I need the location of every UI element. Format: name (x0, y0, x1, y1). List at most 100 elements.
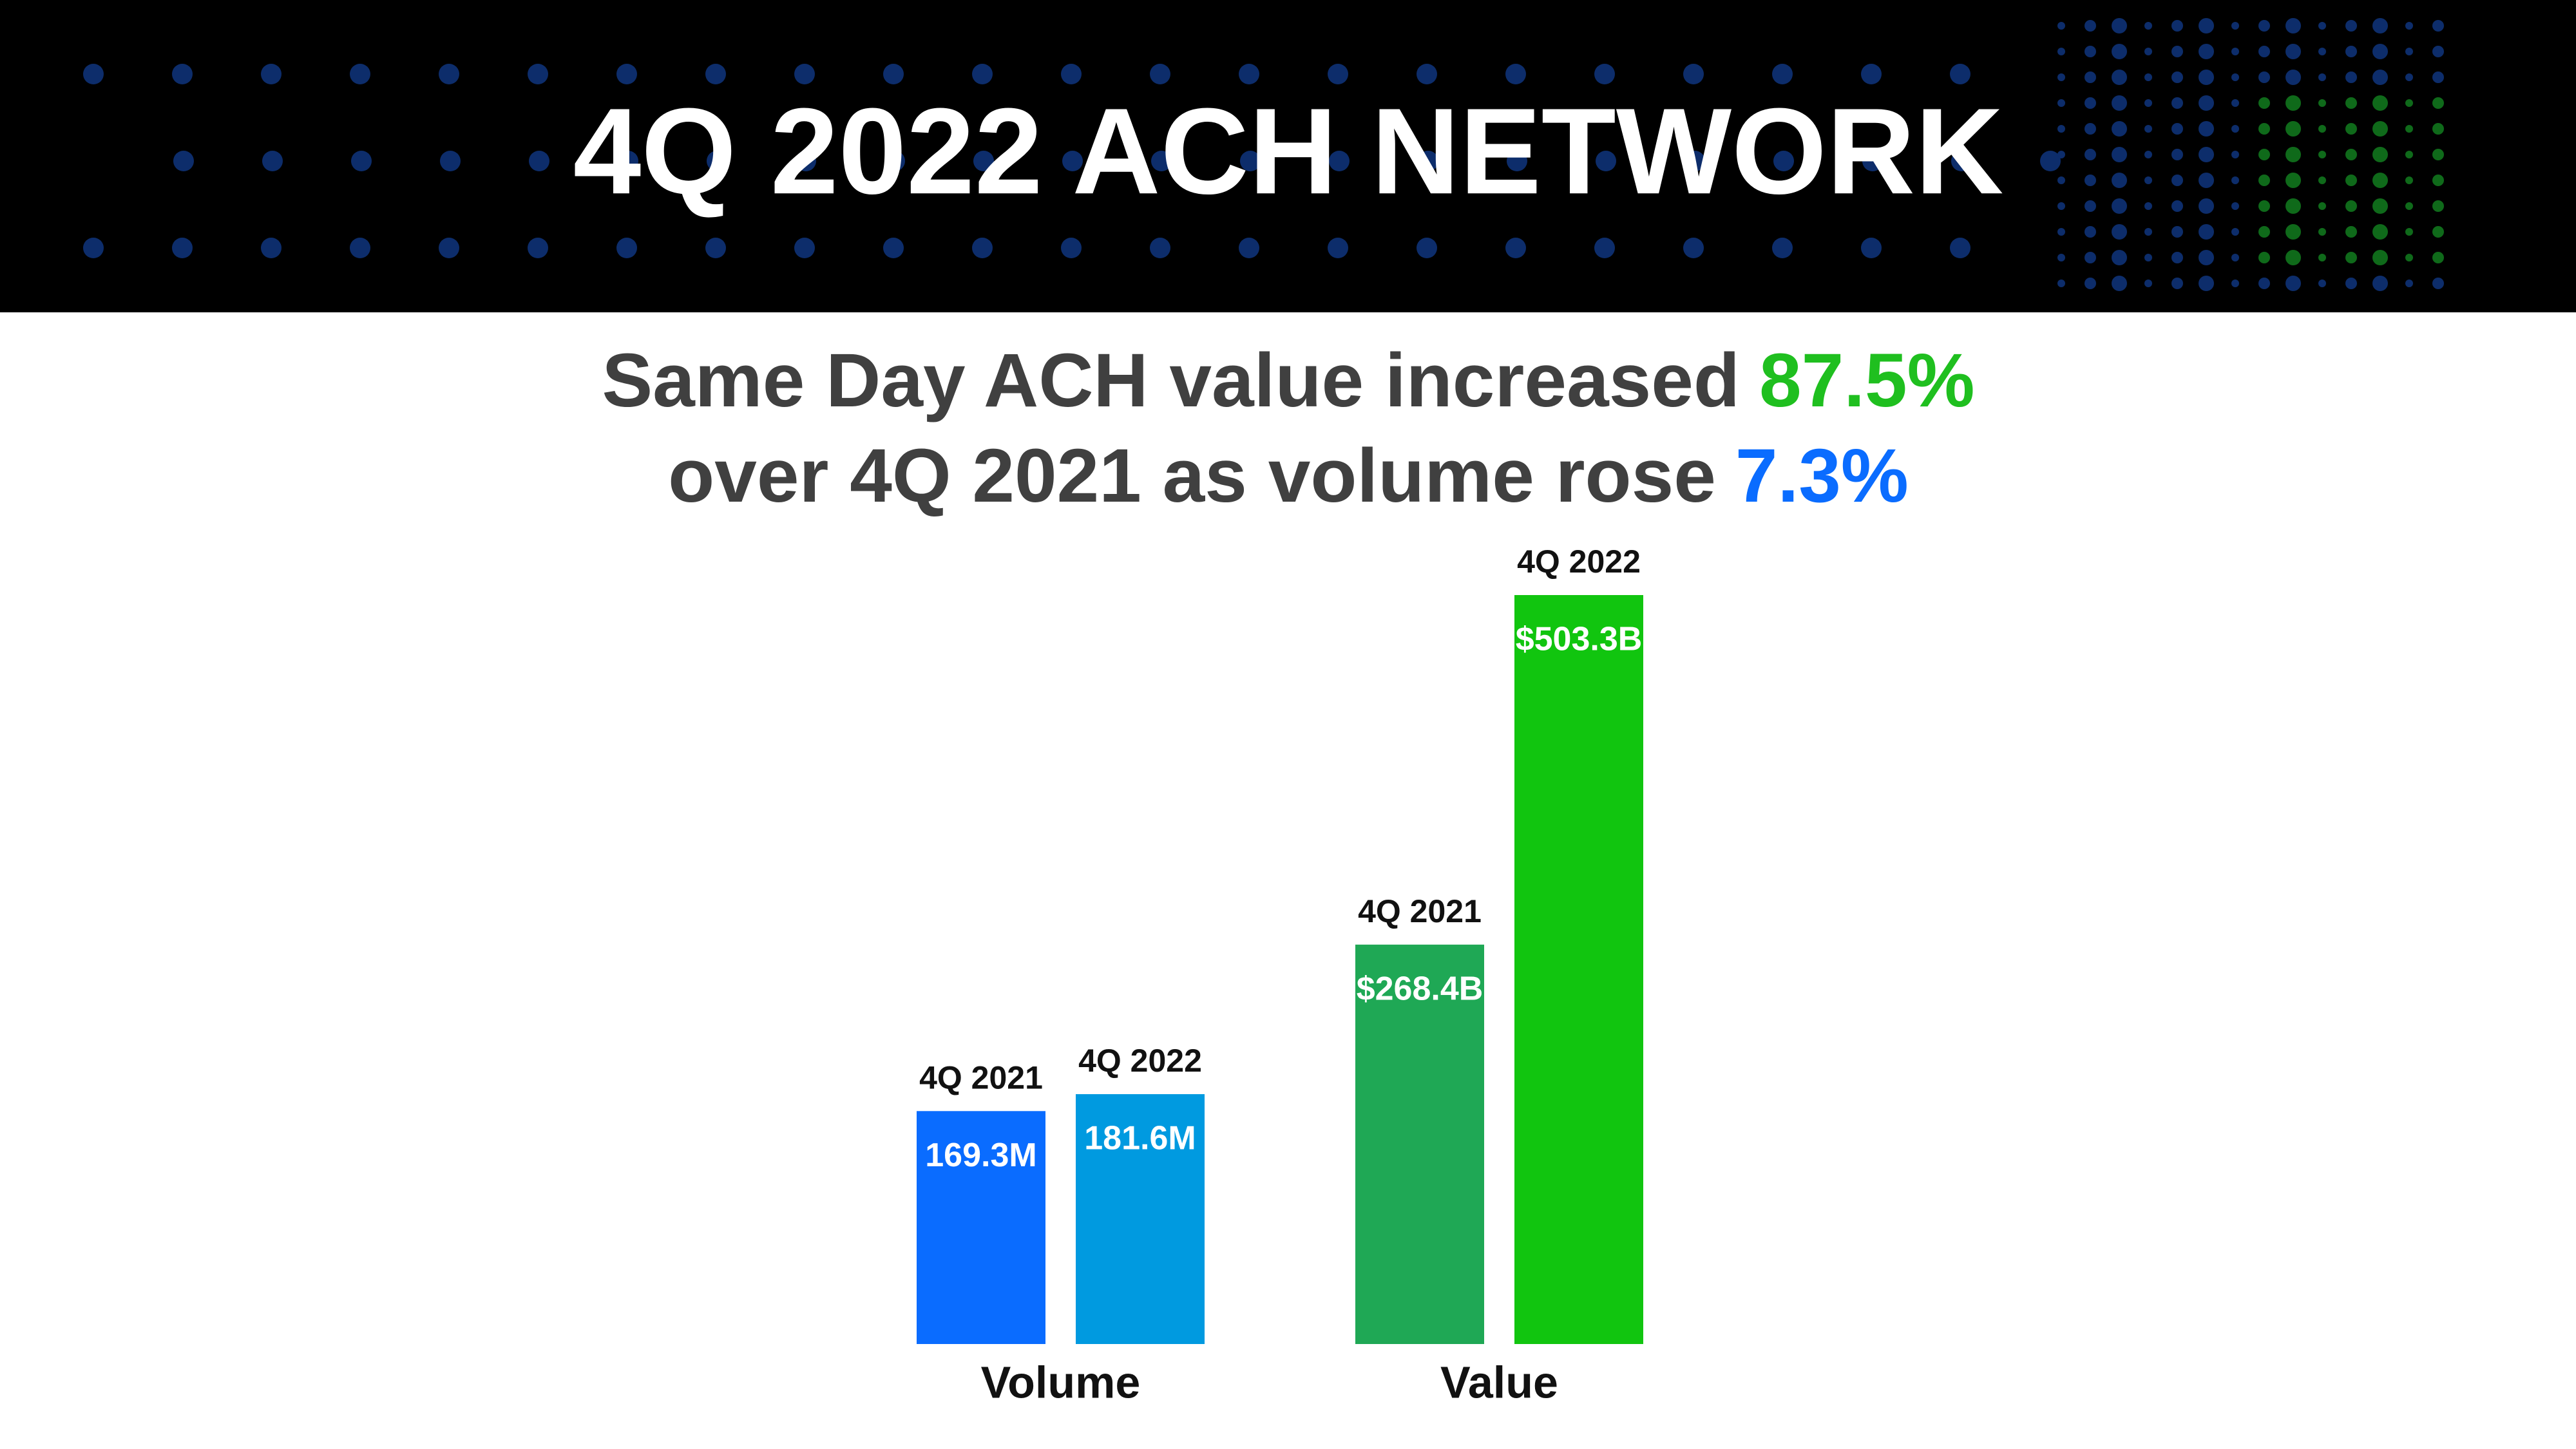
decor-dot (350, 64, 370, 84)
decor-dot (2057, 48, 2065, 55)
decor-dot (2345, 278, 2357, 289)
decor-dot (2432, 200, 2444, 212)
decor-dot (2345, 46, 2357, 57)
decor-dot (2144, 22, 2152, 30)
decor-dot (2258, 175, 2270, 186)
decor-dot (2144, 48, 2152, 55)
decor-dot (705, 238, 726, 258)
decor-dot (2199, 250, 2214, 265)
decor-dot (2085, 46, 2096, 57)
decor-dot (2144, 73, 2152, 81)
decor-dot (2372, 198, 2388, 214)
decor-dot (1240, 151, 1261, 171)
decor-dot (2432, 252, 2444, 263)
decor-dot (2285, 147, 2301, 162)
decor-dot (1328, 238, 1348, 258)
decor-dot (2057, 176, 2065, 184)
decor-dot (2085, 71, 2096, 83)
decor-dot (2199, 121, 2214, 137)
decor-dot (2171, 149, 2183, 160)
decor-dot (2372, 250, 2388, 265)
decor-dot (2258, 71, 2270, 83)
decor-dot (2318, 279, 2326, 287)
decor-dot (2085, 123, 2096, 135)
decor-dot (2231, 228, 2239, 236)
decor-dot (1418, 151, 1438, 171)
decor-dot (2318, 176, 2326, 184)
decor-dot (2258, 278, 2270, 289)
decor-dot (2231, 254, 2239, 261)
decor-dot (2432, 97, 2444, 109)
decor-dot (2144, 202, 2152, 210)
decor-dot (2171, 200, 2183, 212)
decor-dot (1684, 151, 1705, 171)
decor-dot (261, 238, 281, 258)
decor-dot (2345, 71, 2357, 83)
decor-dot (2345, 200, 2357, 212)
decor-dot (2085, 97, 2096, 109)
decor-dot (2199, 173, 2214, 188)
decor-dot (2405, 73, 2413, 81)
decor-dot (1328, 64, 1348, 84)
decor-dot (1505, 238, 1526, 258)
decor-dot (2405, 151, 2413, 158)
decor-dot (2432, 226, 2444, 238)
decor-dot (2171, 226, 2183, 238)
decor-dot (1773, 151, 1794, 171)
decor-dot (2345, 175, 2357, 186)
decor-dot (2144, 254, 2152, 261)
decor-dot (2372, 224, 2388, 240)
decor-dot (2345, 252, 2357, 263)
decor-dot (2112, 198, 2127, 214)
decor-dot (261, 64, 281, 84)
decor-dot (1861, 64, 1882, 84)
decor-dot (2405, 254, 2413, 261)
decor-dot (440, 151, 461, 171)
decor-dot (2231, 22, 2239, 30)
decor-dot (2171, 97, 2183, 109)
decor-dot (2405, 279, 2413, 287)
bar (917, 1111, 1045, 1344)
decor-dot (2199, 70, 2214, 85)
decor-dot (2318, 202, 2326, 210)
decor-dot (2144, 125, 2152, 133)
decor-dot (2057, 254, 2065, 261)
decor-dot (262, 151, 283, 171)
decor-dot (1594, 64, 1615, 84)
decor-dot (618, 151, 638, 171)
decor-dot (2258, 97, 2270, 109)
decor-dot (2345, 97, 2357, 109)
decor-dot (2057, 279, 2065, 287)
decor-dot (2432, 149, 2444, 160)
decor-dot (2285, 95, 2301, 111)
decor-dot (2318, 73, 2326, 81)
decor-dot (2345, 123, 2357, 135)
decor-dot (350, 238, 370, 258)
decor-dot (2112, 276, 2127, 291)
decor-dot (2199, 95, 2214, 111)
group-label: Value (1440, 1357, 1558, 1407)
decor-dot (1861, 238, 1882, 258)
category-label: 4Q 2022 (1517, 544, 1641, 580)
decor-dot (2171, 278, 2183, 289)
decor-dot (2040, 151, 2061, 171)
decor-dot (1594, 238, 1615, 258)
decor-dot (2432, 175, 2444, 186)
decor-dot (2171, 46, 2183, 57)
decor-dot (2085, 252, 2096, 263)
decor-dot (2372, 44, 2388, 59)
decor-dot (2318, 99, 2326, 107)
decor-dot (2171, 71, 2183, 83)
decor-dot (2057, 228, 2065, 236)
decor-dot (2258, 20, 2270, 32)
decor-dot (2112, 95, 2127, 111)
decor-dot (1950, 238, 1970, 258)
decor-dot (2112, 147, 2127, 162)
decor-dot (2057, 125, 2065, 133)
decor-dot (883, 238, 904, 258)
decor-dot (2285, 224, 2301, 240)
decor-dot (2405, 228, 2413, 236)
decor-dot (173, 151, 194, 171)
